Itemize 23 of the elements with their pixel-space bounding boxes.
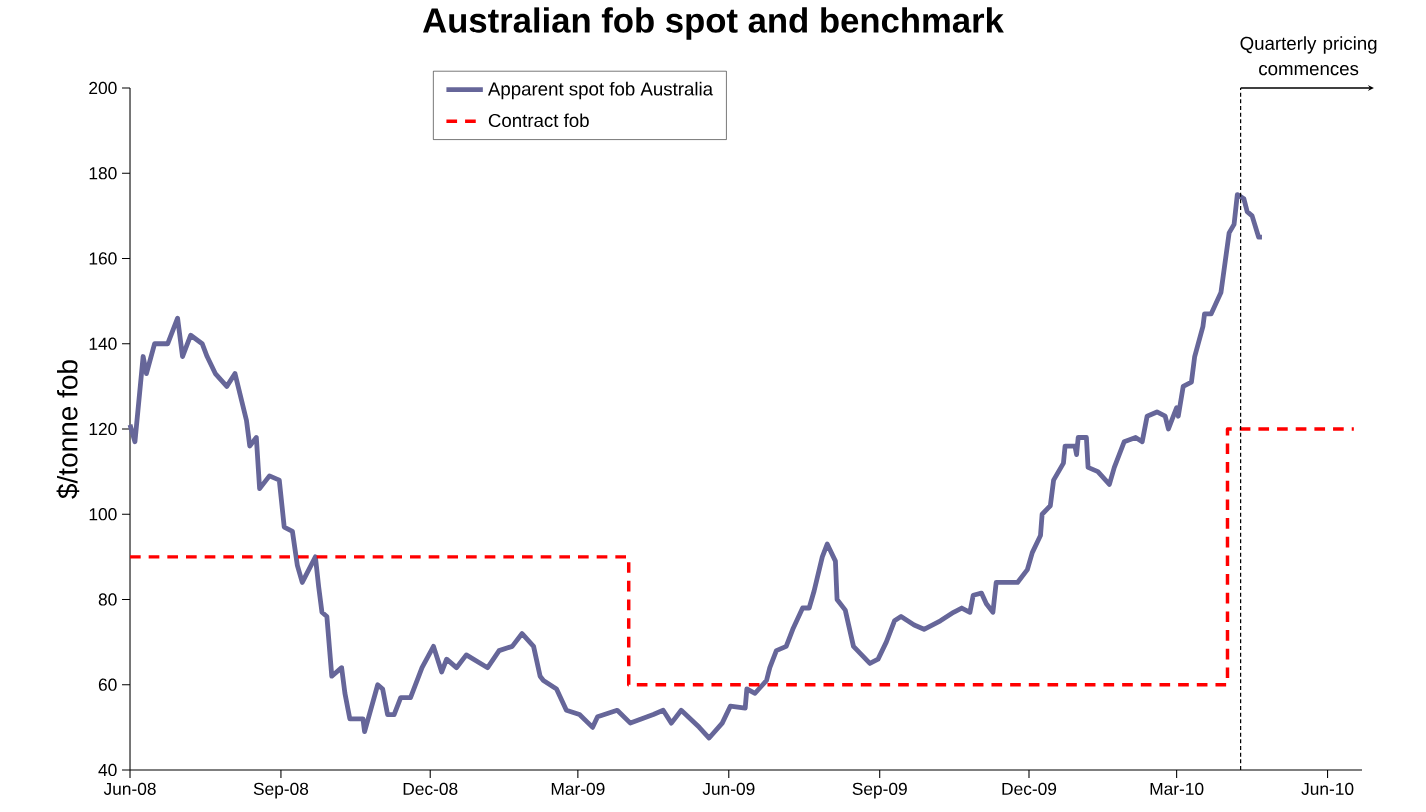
- x-tick-label: Jun-08: [103, 782, 156, 795]
- y-tick-label: 200: [89, 81, 117, 95]
- x-tick-label: Jun-09: [702, 782, 755, 795]
- ref-line-label: Quarterly pricing commences: [1240, 36, 1377, 76]
- x-tick-label: Dec-08: [403, 782, 458, 795]
- y-axis-title: $/tonne fob: [56, 360, 80, 499]
- y-tick-label: 60: [98, 678, 117, 691]
- legend-label: Contract fob: [488, 113, 589, 128]
- x-tick-label: Mar-09: [551, 782, 605, 795]
- x-tick-label: Sep-08: [253, 782, 309, 799]
- y-tick-label: 160: [89, 252, 117, 265]
- chart-title: Australian fob spot and benchmark: [423, 7, 1004, 40]
- y-tick-label: 100: [89, 508, 117, 521]
- legend-label: Apparent spot fob Australia: [487, 81, 714, 100]
- x-tick-label: Sep-09: [852, 782, 907, 799]
- y-tick-label: 80: [98, 593, 117, 606]
- y-tick-label: 180: [89, 167, 117, 180]
- x-tick-label: Mar-10: [1150, 782, 1204, 795]
- x-tick-label: Dec-09: [1002, 782, 1057, 795]
- y-tick-label: 120: [89, 422, 117, 436]
- x-tick-label: Jun-10: [1301, 782, 1354, 795]
- y-tick-label: 140: [89, 337, 117, 350]
- y-tick-label: 40: [98, 763, 117, 777]
